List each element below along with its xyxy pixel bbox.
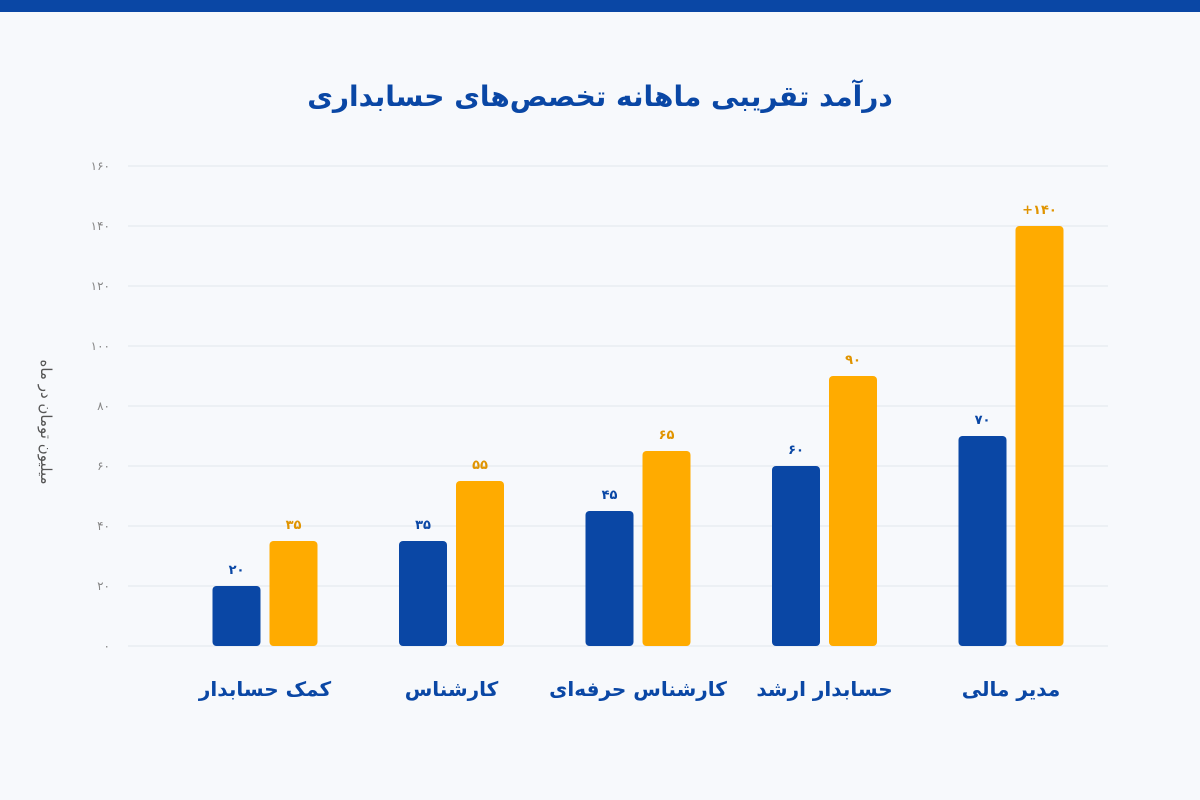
bars bbox=[212, 226, 1064, 646]
y-tick-label: ۸۰ bbox=[97, 399, 110, 413]
y-tick-label: ۱۶۰ bbox=[91, 159, 110, 173]
category-label: کمک حسابدار bbox=[198, 677, 332, 701]
data-label: ۲۰ bbox=[229, 563, 245, 578]
y-tick-label: ۰ bbox=[104, 639, 110, 653]
data-label: ۵۵ bbox=[472, 458, 488, 473]
data-labels: ۲۰ ۳۵ ۳۵ ۵۵ ۴۵ ۶۵ ۶۰ ۹۰ ۷۰ +۱۴۰ bbox=[229, 203, 1057, 578]
top-accent-bar bbox=[0, 0, 1200, 12]
data-label: ۷۰ bbox=[975, 413, 991, 428]
category-label: مدیر مالی bbox=[962, 677, 1061, 701]
y-tick-label: ۴۰ bbox=[97, 519, 110, 533]
data-label: ۴۵ bbox=[602, 488, 618, 503]
y-tick-label: ۱۲۰ bbox=[91, 279, 110, 293]
chart-title: درآمد تقریبی ماهانه تخصص‌های حسابداری bbox=[307, 80, 893, 113]
category-label: کارشناس bbox=[405, 677, 499, 701]
category-labels: کمک حسابدار کارشناس کارشناس حرفه‌ای حسابدار… bbox=[198, 677, 1060, 701]
bar-series1 bbox=[212, 586, 261, 646]
data-label: ۶۰ bbox=[788, 443, 804, 458]
bar-series1 bbox=[585, 511, 634, 646]
y-tick-label: ۱۴۰ bbox=[91, 219, 110, 233]
y-tick-label: ۱۰۰ bbox=[91, 339, 110, 353]
data-label: ۳۵ bbox=[286, 518, 302, 533]
category-label: کارشناس حرفه‌ای bbox=[549, 677, 727, 701]
data-label: ۳۵ bbox=[415, 518, 431, 533]
bar-series1 bbox=[958, 436, 1007, 646]
data-label: ۹۰ bbox=[845, 353, 861, 368]
bar-series1 bbox=[772, 466, 820, 646]
bar-series2 bbox=[456, 481, 504, 646]
category-label: حسابدار ارشد bbox=[756, 677, 892, 701]
bar-series2 bbox=[829, 376, 877, 646]
y-tick-label: ۲۰ bbox=[97, 579, 110, 593]
bar-series1 bbox=[399, 541, 447, 646]
data-label: ۶۵ bbox=[659, 428, 675, 443]
bar-series2 bbox=[269, 541, 318, 646]
bar-series2 bbox=[1015, 226, 1064, 646]
y-tick-label: ۶۰ bbox=[97, 459, 110, 473]
data-label: +۱۴۰ bbox=[1022, 203, 1057, 218]
y-tick-labels: ۰ ۲۰ ۴۰ ۶۰ ۸۰ ۱۰۰ ۱۲۰ ۱۴۰ ۱۶۰ bbox=[91, 159, 110, 653]
bar-series2 bbox=[642, 451, 691, 646]
